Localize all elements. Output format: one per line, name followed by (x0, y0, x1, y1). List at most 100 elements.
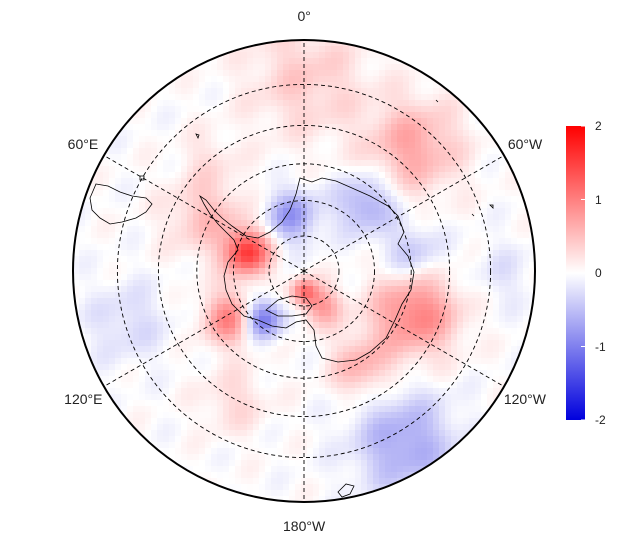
field-cell (241, 406, 248, 413)
field-cell (433, 274, 440, 281)
field-cell (247, 394, 254, 401)
field-cell (451, 142, 458, 149)
field-cell (475, 208, 482, 215)
field-cell (415, 352, 422, 359)
field-cell (421, 82, 428, 89)
field-cell (229, 262, 236, 269)
field-cell (163, 412, 170, 419)
field-cell (145, 292, 152, 299)
field-cell (73, 262, 80, 269)
field-cell (163, 196, 170, 203)
field-cell (97, 178, 104, 185)
field-cell (403, 310, 410, 317)
field-cell (475, 334, 482, 341)
field-cell (349, 478, 356, 485)
field-cell (331, 436, 338, 443)
field-cell (319, 106, 326, 113)
field-cell (355, 358, 362, 365)
field-cell (205, 70, 212, 77)
field-cell (85, 256, 92, 263)
field-cell (295, 208, 302, 215)
field-cell (457, 238, 464, 245)
field-cell (325, 196, 332, 203)
field-cell (265, 124, 272, 131)
field-cell (229, 166, 236, 173)
field-cell (367, 370, 374, 377)
field-cell (229, 280, 236, 287)
field-cell (301, 46, 308, 53)
field-cell (499, 358, 506, 365)
field-cell (187, 382, 194, 389)
field-cell (139, 328, 146, 335)
field-cell (475, 280, 482, 287)
field-cell (271, 160, 278, 167)
field-cell (445, 208, 452, 215)
field-cell (295, 46, 302, 53)
field-cell (277, 394, 284, 401)
field-cell (487, 364, 494, 371)
field-cell (73, 208, 80, 215)
field-cell (175, 220, 182, 227)
field-cell (313, 262, 320, 269)
field-cell (151, 148, 158, 155)
field-cell (373, 88, 380, 95)
field-cell (445, 262, 452, 269)
field-cell (91, 298, 98, 305)
field-cell (265, 94, 272, 101)
field-cell (421, 424, 428, 431)
field-cell (373, 436, 380, 443)
field-cell (307, 118, 314, 125)
field-cell (361, 184, 368, 191)
field-cell (211, 310, 218, 317)
field-cell (487, 154, 494, 161)
field-cell (367, 274, 374, 281)
field-cell (331, 112, 338, 119)
field-cell (289, 202, 296, 209)
field-cell (421, 166, 428, 173)
field-cell (463, 286, 470, 293)
field-cell (259, 208, 266, 215)
field-cell (391, 172, 398, 179)
field-cell (487, 256, 494, 263)
field-cell (445, 454, 452, 461)
field-cell (373, 274, 380, 281)
field-cell (457, 418, 464, 425)
field-cell (229, 154, 236, 161)
field-cell (121, 370, 128, 377)
field-cell (199, 106, 206, 113)
field-cell (409, 214, 416, 221)
field-cell (241, 166, 248, 173)
field-cell (409, 424, 416, 431)
field-cell (379, 166, 386, 173)
field-cell (163, 88, 170, 95)
field-cell (421, 112, 428, 119)
field-cell (511, 346, 518, 353)
field-cell (367, 190, 374, 197)
field-cell (145, 166, 152, 173)
field-cell (409, 196, 416, 203)
field-cell (505, 214, 512, 221)
field-cell (217, 454, 224, 461)
field-cell (85, 268, 92, 275)
field-cell (169, 340, 176, 347)
field-cell (415, 280, 422, 287)
field-cell (145, 424, 152, 431)
field-cell (331, 178, 338, 185)
field-cell (193, 184, 200, 191)
field-cell (241, 418, 248, 425)
field-cell (481, 304, 488, 311)
field-cell (151, 274, 158, 281)
field-cell (217, 430, 224, 437)
field-cell (205, 472, 212, 479)
field-cell (193, 400, 200, 407)
field-cell (271, 268, 278, 275)
field-cell (277, 154, 284, 161)
field-cell (457, 352, 464, 359)
field-cell (265, 220, 272, 227)
field-cell (463, 430, 470, 437)
field-cell (301, 442, 308, 449)
field-cell (499, 328, 506, 335)
field-cell (331, 316, 338, 323)
field-cell (307, 298, 314, 305)
field-cell (163, 430, 170, 437)
